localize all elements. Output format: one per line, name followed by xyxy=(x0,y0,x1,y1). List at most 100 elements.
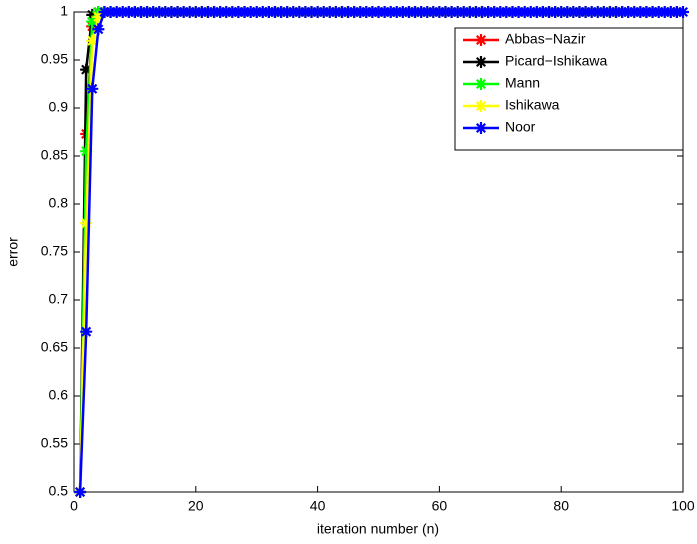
marker xyxy=(86,8,99,21)
marker xyxy=(317,6,330,18)
marker xyxy=(281,6,294,18)
marker xyxy=(451,6,464,18)
legend-marker xyxy=(475,34,487,46)
marker xyxy=(402,6,415,18)
marker xyxy=(530,6,543,18)
marker xyxy=(579,6,592,18)
marker xyxy=(244,6,257,18)
marker xyxy=(323,6,336,18)
marker xyxy=(536,6,549,18)
legend-box xyxy=(454,27,684,151)
legend-label: Noor xyxy=(505,119,536,135)
marker xyxy=(153,6,166,18)
marker xyxy=(658,6,671,18)
marker xyxy=(543,6,556,18)
marker xyxy=(141,6,154,18)
marker xyxy=(640,6,653,18)
marker xyxy=(86,15,99,28)
y-tick-label: 0.85 xyxy=(41,147,68,163)
legend-marker xyxy=(475,56,487,68)
marker xyxy=(354,6,367,18)
marker xyxy=(80,63,93,76)
marker xyxy=(524,6,537,18)
marker xyxy=(238,6,251,18)
y-tick-label: 0.9 xyxy=(49,99,69,115)
x-tick-label: 60 xyxy=(432,498,448,514)
marker xyxy=(183,6,196,18)
legend-marker xyxy=(475,122,487,134)
legend-label: Picard−Ishikawa xyxy=(505,53,608,69)
marker xyxy=(348,6,361,18)
marker xyxy=(220,6,233,18)
marker xyxy=(457,6,470,18)
marker xyxy=(195,6,208,18)
marker xyxy=(116,6,129,18)
marker xyxy=(616,6,629,18)
y-tick-label: 0.75 xyxy=(41,243,68,259)
marker xyxy=(275,6,288,18)
x-tick-label: 0 xyxy=(70,498,78,514)
legend-marker xyxy=(475,78,487,90)
marker xyxy=(476,6,489,18)
y-tick-label: 0.5 xyxy=(49,483,69,499)
marker xyxy=(104,6,117,18)
marker xyxy=(469,6,482,18)
marker xyxy=(482,6,495,18)
marker xyxy=(74,486,87,498)
legend: Abbas−Nazir Picard−Ishikawa Mann Ishikawa No… xyxy=(454,27,684,151)
marker xyxy=(372,6,385,18)
marker xyxy=(147,6,160,18)
marker xyxy=(86,82,99,95)
marker xyxy=(494,6,507,18)
marker xyxy=(311,6,324,18)
y-tick-label: 1 xyxy=(60,3,68,19)
marker xyxy=(561,6,574,18)
marker xyxy=(585,6,598,18)
marker xyxy=(98,6,111,18)
marker xyxy=(287,6,300,18)
marker xyxy=(433,6,446,18)
marker xyxy=(500,6,513,18)
marker xyxy=(488,6,501,18)
marker xyxy=(305,6,318,18)
marker xyxy=(506,6,519,18)
marker xyxy=(677,6,689,18)
marker xyxy=(664,6,677,18)
marker xyxy=(329,6,342,18)
marker xyxy=(134,6,147,18)
marker xyxy=(92,23,105,36)
marker xyxy=(646,6,659,18)
marker xyxy=(384,6,397,18)
x-tick-label: 20 xyxy=(188,498,204,514)
marker xyxy=(171,6,184,18)
marker xyxy=(421,6,434,18)
marker xyxy=(177,6,190,18)
marker xyxy=(378,6,391,18)
marker xyxy=(189,6,202,18)
y-tick-label: 0.95 xyxy=(41,51,68,67)
marker xyxy=(232,6,245,18)
marker xyxy=(610,6,623,18)
y-tick-label: 0.65 xyxy=(41,339,68,355)
marker xyxy=(80,325,93,338)
marker xyxy=(262,6,275,18)
x-axis-label: iteration number (n) xyxy=(317,521,439,537)
marker xyxy=(159,6,172,18)
marker xyxy=(670,6,683,18)
marker xyxy=(299,6,312,18)
marker xyxy=(439,6,452,18)
marker xyxy=(518,6,531,18)
marker xyxy=(555,6,568,18)
marker xyxy=(366,6,379,18)
legend-label: Ishikawa xyxy=(505,97,560,113)
y-tick-label: 0.8 xyxy=(49,195,69,211)
marker xyxy=(567,6,580,18)
marker xyxy=(268,6,281,18)
marker xyxy=(92,10,105,23)
marker xyxy=(652,6,665,18)
marker xyxy=(591,6,604,18)
marker xyxy=(110,6,123,18)
marker xyxy=(86,34,99,47)
y-axis-label: error xyxy=(5,237,21,267)
